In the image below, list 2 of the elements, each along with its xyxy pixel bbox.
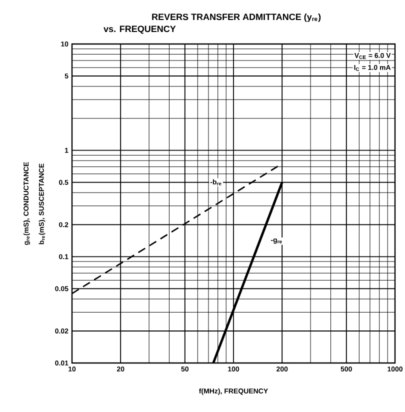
chart-subtitle: vs. FREQUENCY (104, 26, 176, 34)
chart-title: REVERS TRANSFER ADMITTANCE (y$_{re}$) (152, 13, 321, 22)
